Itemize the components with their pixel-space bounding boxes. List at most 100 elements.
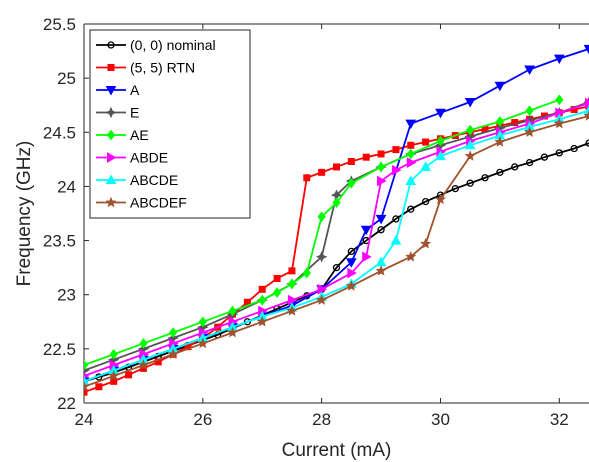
data-point-5-5-rtn — [95, 383, 103, 391]
data-point-0-0-nominal — [407, 205, 415, 213]
data-point-0-0-nominal — [421, 197, 430, 206]
data-point-ae — [555, 94, 564, 106]
x-tick-label: 26 — [193, 410, 212, 429]
y-tick-label: 25 — [57, 69, 76, 88]
legend-swatch-marker — [107, 64, 115, 71]
data-point-abcdef — [167, 348, 179, 359]
data-point-abcdef — [197, 337, 209, 349]
data-point-e — [315, 251, 328, 263]
data-point-0-0-nominal — [540, 153, 549, 161]
y-tick-label: 23 — [57, 286, 76, 305]
data-point-ae — [287, 278, 297, 290]
x-tick-label: 32 — [550, 410, 569, 429]
y-tick-label: 24.5 — [43, 123, 76, 142]
series-line-abcde — [84, 109, 589, 383]
series-line-abde — [84, 102, 589, 377]
data-point-abcdef — [345, 280, 357, 291]
legend-label: ABCDE — [130, 172, 178, 188]
data-point-abcdef — [583, 110, 589, 121]
data-point-5-5-rtn — [84, 388, 88, 396]
data-point-ae — [198, 316, 207, 328]
data-point-abcde — [390, 235, 402, 245]
data-point-abcdef — [420, 238, 432, 249]
y-tick-label: 23.5 — [43, 232, 76, 251]
data-point-ae — [109, 348, 118, 360]
data-point-ae — [466, 124, 475, 136]
data-point-abcde — [583, 105, 589, 115]
data-point-0-0-nominal — [570, 144, 578, 153]
data-point-5-5-rtn — [333, 163, 340, 171]
data-point-0-0-nominal — [481, 174, 489, 182]
legend-entry-e: E — [96, 105, 139, 121]
data-point-0-0-nominal — [347, 247, 356, 256]
data-point-5-5-rtn — [258, 285, 266, 293]
data-point-ae — [495, 116, 505, 127]
data-point-e — [84, 364, 90, 377]
legend-swatch-marker — [107, 152, 117, 163]
legend-entry-ae: AE — [96, 127, 149, 143]
data-point-5-5-rtn — [125, 371, 133, 379]
data-point-0-0-nominal — [332, 263, 341, 272]
data-point-ae — [332, 197, 341, 208]
legend-label: E — [130, 105, 139, 121]
data-point-abcdef — [524, 126, 536, 137]
data-point-abcdef — [434, 193, 446, 205]
legend-label: A — [130, 82, 140, 98]
data-point-abcde — [435, 150, 446, 161]
data-point-a — [375, 214, 387, 225]
legend-swatch-marker — [105, 86, 117, 96]
data-point-ae — [302, 267, 311, 279]
data-point-ae — [139, 338, 148, 349]
axes-box — [83, 23, 589, 404]
legend-swatch-marker — [107, 41, 115, 49]
legend-swatch-marker — [105, 174, 117, 184]
legend-entry-abde: ABDE — [96, 150, 168, 166]
data-point-abcdef — [256, 315, 268, 327]
data-point-0-0-nominal — [466, 179, 474, 187]
x-tick-label: 24 — [75, 410, 94, 429]
legend: (0, 0) nominal (5, 5) RTN AE AE ABDE ABCDE ABC… — [89, 29, 251, 219]
data-point-a — [405, 119, 417, 130]
data-point-5-5-rtn — [422, 138, 430, 146]
legend-swatch-marker — [105, 106, 117, 119]
data-point-5-5-rtn — [303, 174, 311, 182]
y-tick-label: 22.5 — [43, 340, 76, 359]
data-point-5-5-rtn — [347, 158, 355, 166]
y-tick-label: 25.5 — [43, 15, 76, 34]
data-point-ae — [272, 287, 282, 298]
data-point-5-5-rtn — [318, 168, 326, 176]
data-point-abcdef — [137, 359, 149, 370]
data-point-5-5-rtn — [407, 141, 415, 149]
data-point-0-0-nominal — [377, 226, 385, 234]
data-point-ae — [258, 294, 267, 306]
data-point-abcdef — [316, 294, 328, 305]
legend-entry-0-0-nominal: (0, 0) nominal — [96, 37, 216, 53]
series-ae — [84, 94, 564, 371]
data-point-abcdef — [553, 117, 565, 129]
data-point-a — [524, 65, 535, 75]
series-line-ae — [84, 98, 560, 366]
series-layer — [84, 44, 589, 396]
x-tick-label: 28 — [312, 410, 331, 429]
data-point-abde — [377, 175, 387, 187]
data-point-abcde — [84, 375, 90, 386]
y-tick-label: 22 — [57, 394, 76, 413]
data-point-a — [435, 108, 446, 119]
data-point-abcde — [405, 175, 417, 186]
legend-label: AE — [130, 127, 149, 143]
data-point-ae — [406, 148, 415, 160]
data-point-abcdef — [375, 265, 387, 276]
data-point-abde — [317, 283, 328, 295]
data-point-abcdef — [286, 305, 298, 316]
data-point-a — [553, 54, 565, 65]
data-point-a — [494, 81, 506, 92]
legend-label: ABCDEF — [130, 195, 187, 211]
data-point-0-0-nominal — [525, 158, 534, 167]
data-point-abcdef — [494, 136, 506, 147]
data-point-abcdef — [227, 326, 239, 338]
data-point-abcdef — [464, 150, 476, 161]
legend-entry-abcdef: ABCDEF — [96, 195, 187, 211]
legend-box — [89, 29, 251, 219]
data-point-a — [345, 258, 357, 268]
